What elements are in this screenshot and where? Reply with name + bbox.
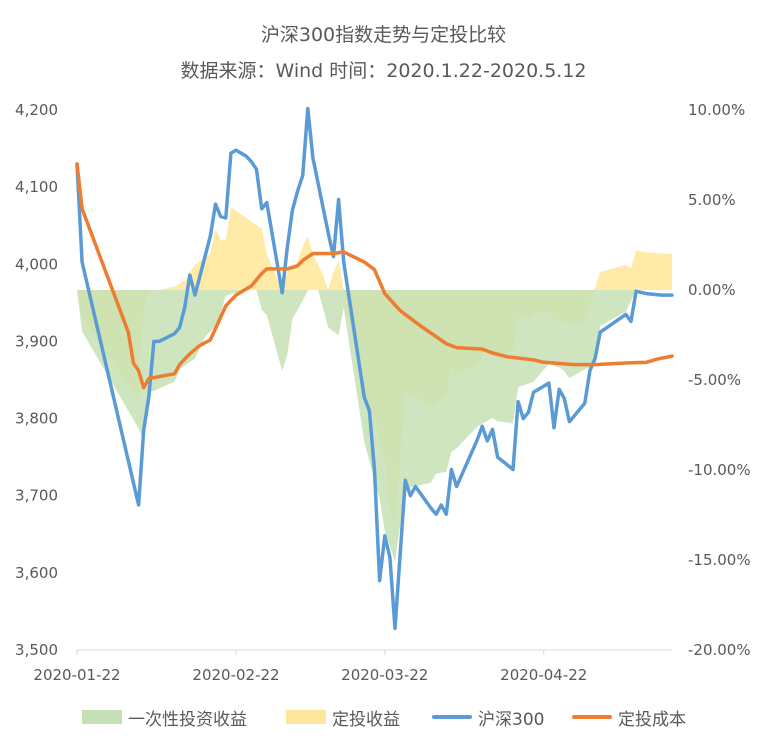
legend: 一次性投资收益 定投收益 沪深300 定投成本 (0, 703, 767, 731)
lump-sum-profit-area (77, 290, 672, 562)
legend-label-cost: 定投成本 (618, 709, 686, 730)
legend-swatch-dca (286, 710, 326, 724)
right-axis-tick-label: 0.00% (688, 281, 736, 299)
dca-cost-line (75, 162, 674, 390)
left-axis-tick-label: 3,800 (15, 410, 58, 428)
legend-label-lump-sum: 一次性投资收益 (128, 709, 247, 730)
area-layer (77, 207, 672, 562)
chart-title: 沪深300指数走势与定投比较 (260, 24, 507, 46)
x-axis-tick-label: 2020-04-22 (500, 666, 587, 684)
right-axis-tick-label: -10.00% (688, 461, 751, 479)
right-axis-tick-label: -15.00% (688, 551, 751, 569)
left-axis-tick-label: 3,500 (15, 641, 58, 659)
right-axis-tick-label: 10.00% (688, 101, 745, 119)
legend-swatch-cost (572, 715, 612, 719)
csi300-index-line (75, 106, 674, 631)
legend-item-dca: 定投收益 (286, 703, 400, 731)
right-axis-tick-label: -5.00% (688, 371, 741, 389)
x-axis-tick-label: 2020-01-22 (33, 666, 120, 684)
left-axis-tick-label: 4,200 (15, 101, 58, 119)
legend-swatch-lump-sum (82, 710, 122, 724)
right-axis-tick-label: 5.00% (688, 191, 736, 209)
axes-layer: 3,500 3,600 3,700 3,800 3,900 4,000 4,100 4,200… (15, 101, 751, 684)
left-axis-tick-label: 3,700 (15, 487, 58, 505)
x-axis-tick-label: 2020-03-22 (341, 666, 428, 684)
left-axis-tick-label: 3,600 (15, 564, 58, 582)
left-axis-tick-label: 4,000 (15, 255, 58, 273)
x-axis-tick-label: 2020-02-22 (192, 666, 279, 684)
legend-label-dca: 定投收益 (332, 709, 400, 730)
plot-area: 3,500 3,600 3,700 3,800 3,900 4,000 4,100 4,200… (15, 101, 751, 684)
legend-label-index: 沪深300 (478, 709, 545, 730)
left-axis-tick-label: 4,100 (15, 178, 58, 196)
legend-item-index: 沪深300 (432, 703, 544, 731)
legend-swatch-index (432, 715, 472, 719)
chart-subtitle: 数据来源：Wind 时间：2020.1.22-2020.5.12 (180, 60, 587, 82)
right-axis-tick-label: -20.00% (688, 641, 751, 659)
legend-item-lump-sum: 一次性投资收益 (82, 703, 247, 731)
left-axis-tick-label: 3,900 (15, 332, 58, 350)
legend-item-cost: 定投成本 (572, 703, 686, 731)
line-layer (75, 106, 674, 631)
